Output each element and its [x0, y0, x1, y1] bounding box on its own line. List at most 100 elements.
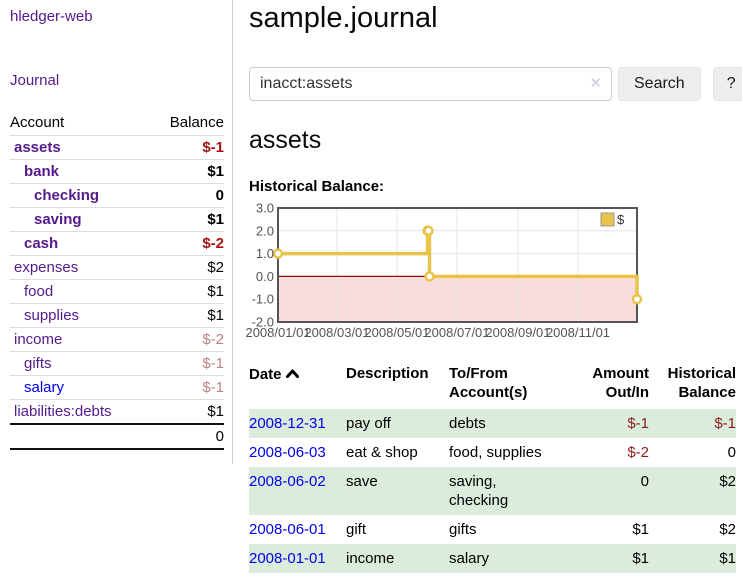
account-link[interactable]: checking — [34, 187, 100, 204]
chart-title: Historical Balance: — [249, 178, 385, 195]
account-balance: $1 — [149, 207, 224, 232]
table-row: 2008-06-03 eat & shop food, supplies $-2 0 — [249, 438, 736, 467]
amount-column-header: Amount Out/In — [592, 365, 649, 401]
y-axis-tick-label: 3.0 — [256, 201, 274, 216]
account-name-cell: expenses — [10, 255, 150, 280]
transaction-description: pay off — [346, 415, 391, 432]
app-brand-link[interactable]: hledger-web — [10, 8, 93, 25]
clear-search-icon[interactable]: ✕ — [589, 75, 602, 92]
account-link[interactable]: saving — [34, 211, 82, 228]
accounts-total-balance: 0 — [149, 423, 224, 450]
x-axis-tick-label: 2008/07/01 — [424, 325, 489, 340]
data-point-marker — [424, 271, 435, 282]
transaction-amount: $1 — [632, 521, 649, 538]
account-balance: $-1 — [149, 135, 224, 160]
main-content: sample.journal ✕ Search ? assets Histori… — [233, 0, 742, 573]
x-axis-tick-label: 2008/03/01 — [304, 325, 369, 340]
accounts-column-header: To/From Account(s) — [449, 365, 528, 401]
transaction-date-link[interactable]: 2008-12-31 — [249, 415, 326, 432]
account-link[interactable]: salary — [24, 379, 65, 396]
transaction-date-link[interactable]: 2008-01-01 — [249, 550, 326, 567]
account-name-cell: checking — [10, 183, 150, 208]
data-point-marker — [631, 293, 643, 305]
transaction-balance: $2 — [719, 521, 736, 538]
transaction-date-link[interactable]: 2008-06-02 — [249, 473, 326, 490]
search-help-button[interactable]: ? — [712, 67, 742, 101]
transaction-accounts: debts — [449, 415, 486, 432]
account-balance: $-1 — [149, 375, 224, 400]
x-axis-tick-label: 2008/09/01 — [485, 325, 550, 340]
account-row: bank $1 — [10, 159, 224, 184]
date-column-header[interactable]: Date — [249, 361, 346, 409]
sidebar-content: hledger-web Journal Account Balance asse… — [0, 0, 233, 464]
account-row: liabilities:debts $1 — [10, 399, 224, 424]
account-row: cash $-2 — [10, 231, 224, 256]
account-link[interactable]: assets — [14, 139, 61, 156]
account-link[interactable]: supplies — [24, 307, 80, 324]
sidebar: hledger-web Journal Account Balance asse… — [0, 0, 233, 573]
account-balance: $1 — [149, 303, 224, 328]
register-table: Date Description To/From Account(s) Amou… — [249, 361, 736, 573]
account-link[interactable]: gifts — [24, 355, 52, 372]
table-row: 2008-12-31 pay off debts $-1 $-1 — [249, 409, 736, 438]
account-balance: 0 — [149, 183, 224, 208]
balance-column-header: Historical Balance — [667, 365, 736, 401]
search-button[interactable]: Search — [618, 67, 701, 101]
account-link[interactable]: bank — [24, 163, 60, 180]
table-row: 2008-01-01 income salary $1 $1 — [249, 544, 736, 573]
account-name-cell: saving — [10, 207, 150, 232]
page-title: sample.journal — [249, 2, 438, 34]
description-column-header: Description — [346, 365, 429, 382]
account-row: assets $-1 — [10, 135, 224, 160]
account-link[interactable]: cash — [24, 235, 59, 252]
transaction-balance: 0 — [727, 444, 736, 461]
transaction-date-cell: 2008-01-01 — [249, 544, 346, 573]
table-row: 2008-06-02 save saving, checking 0 $2 — [249, 467, 736, 515]
search-form: ✕ Search ? — [249, 67, 742, 101]
account-name-cell: income — [10, 327, 150, 352]
account-name-cell: bank — [10, 159, 150, 184]
account-balance: $-2 — [149, 327, 224, 352]
account-link[interactable]: income — [14, 331, 63, 348]
account-row: gifts $-1 — [10, 351, 224, 376]
account-link[interactable]: liabilities:debts — [14, 403, 112, 420]
balance-column-header: Balance — [169, 114, 224, 131]
account-name-cell: cash — [10, 231, 150, 256]
transaction-amount: 0 — [640, 473, 649, 490]
account-name-cell: supplies — [10, 303, 150, 328]
transaction-accounts: gifts — [449, 521, 477, 538]
x-axis-tick-label: 2008/11/01 — [546, 325, 610, 340]
transaction-amount: $-2 — [627, 444, 649, 461]
legend-swatch — [600, 212, 615, 227]
transaction-date-cell: 2008-12-31 — [249, 409, 346, 438]
transaction-description: income — [346, 550, 395, 567]
account-balance: $-2 — [149, 231, 224, 256]
transaction-description: eat & shop — [346, 444, 418, 461]
account-row: supplies $1 — [10, 303, 224, 328]
search-input[interactable] — [249, 67, 612, 101]
transaction-description: save — [346, 473, 378, 490]
transaction-description: gift — [346, 521, 367, 538]
plot-border — [277, 207, 638, 323]
account-link[interactable]: food — [24, 283, 54, 300]
account-row: food $1 — [10, 279, 224, 304]
historical-balance-chart: $3.0 2.0 1.0 0.0 -1.0 -2.0 2008/01/01 2008/03/0… — [245, 201, 742, 345]
account-balance: $1 — [149, 279, 224, 304]
account-name-cell: salary — [10, 375, 150, 400]
accounts-total-row: 0 — [10, 423, 224, 450]
account-balance: $2 — [149, 255, 224, 280]
account-row: expenses $2 — [10, 255, 224, 280]
account-name-cell: gifts — [10, 351, 150, 376]
account-link[interactable]: expenses — [14, 259, 79, 276]
transaction-date-link[interactable]: 2008-06-01 — [249, 521, 326, 538]
transaction-date-link[interactable]: 2008-06-03 — [249, 444, 326, 461]
account-name-cell: assets — [10, 135, 150, 160]
transaction-amount: $-1 — [627, 415, 649, 432]
account-balance: $1 — [149, 159, 224, 184]
chart-canvas: $3.0 2.0 1.0 0.0 -1.0 -2.02008/01/012008/03/0… — [245, 201, 643, 340]
data-point-marker — [272, 248, 284, 259]
register-header-row: Date Description To/From Account(s) Amou… — [249, 361, 736, 409]
account-balance: $1 — [149, 399, 224, 424]
sidebar-item-journal[interactable]: Journal — [10, 72, 60, 89]
data-point-marker — [423, 225, 434, 237]
